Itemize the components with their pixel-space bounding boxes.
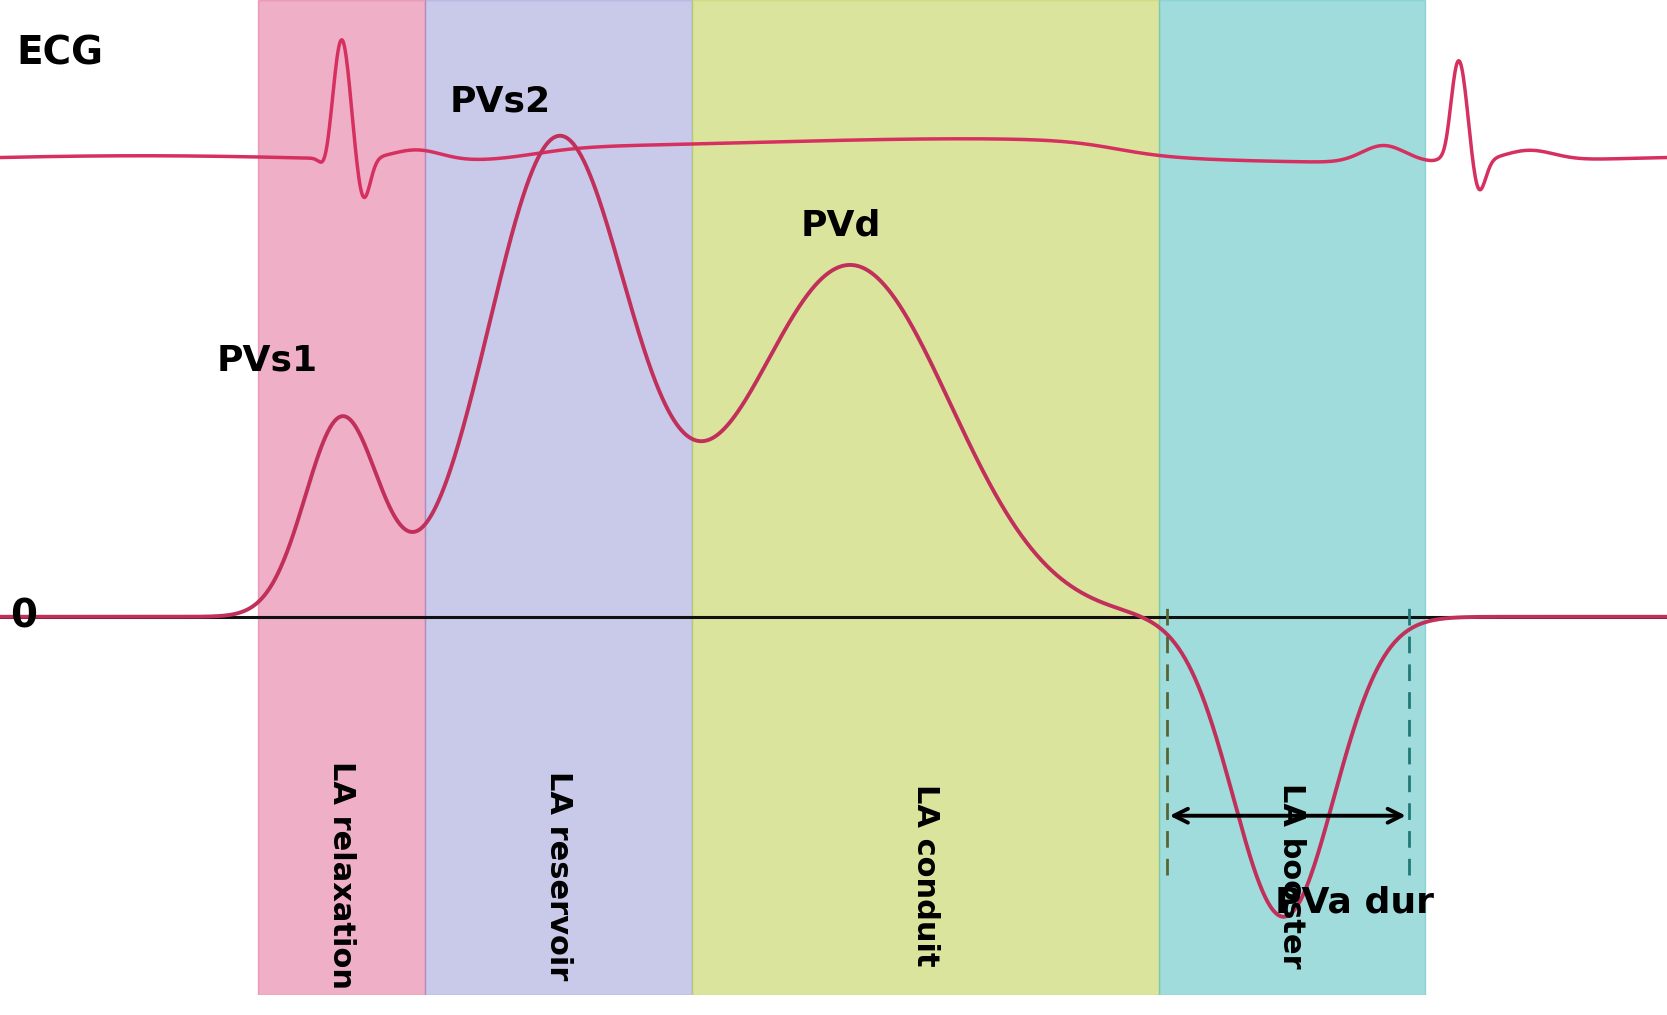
Text: LA booster: LA booster [1277,783,1307,968]
Text: LA relaxation: LA relaxation [327,761,357,990]
Text: LA conduit: LA conduit [910,785,940,966]
Text: PVs2: PVs2 [450,84,552,118]
Bar [258,0,425,995]
Text: 0: 0 [10,598,37,635]
Text: PVs1: PVs1 [217,343,318,378]
Bar [1159,0,1425,995]
Bar [425,0,692,995]
Text: PVd: PVd [800,208,880,243]
Text: ECG: ECG [17,35,103,73]
Bar [692,0,1159,995]
Text: LA reservoir: LA reservoir [543,770,573,980]
Text: PVa dur: PVa dur [1275,885,1434,920]
